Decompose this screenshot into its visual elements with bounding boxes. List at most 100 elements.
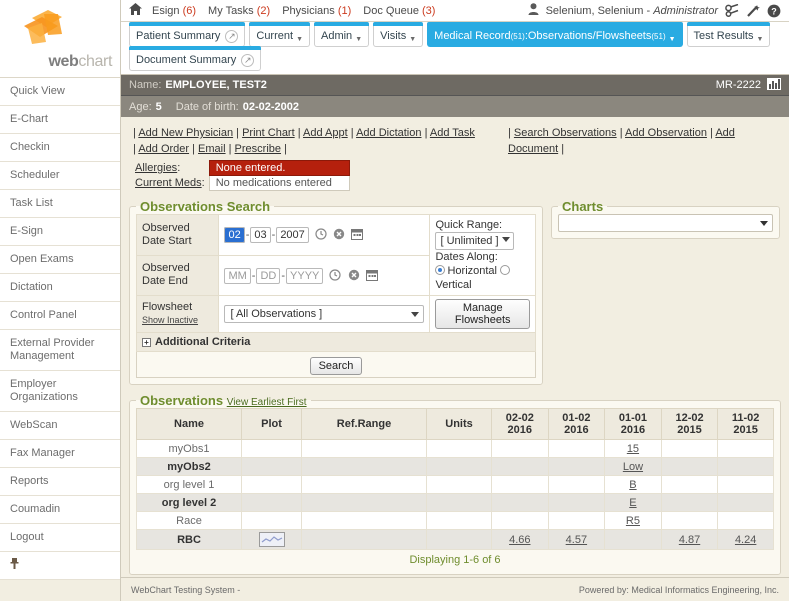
- link-add-observation[interactable]: Add Observation: [625, 127, 707, 139]
- table-row: RBC 4.66 4.57: [136, 529, 774, 550]
- radio-vertical[interactable]: [500, 265, 511, 275]
- row-val-1: [491, 457, 549, 476]
- flowsheet-show-inactive-link[interactable]: Show Inactive: [142, 315, 199, 325]
- start-year-input[interactable]: 2007: [276, 227, 309, 244]
- row-val-4: [660, 457, 719, 476]
- row-val-5[interactable]: 4.24: [717, 529, 774, 550]
- row-val-3[interactable]: B: [604, 475, 662, 494]
- sidebar-item-checkin[interactable]: Checkin: [0, 134, 120, 162]
- allergies-link[interactable]: Allergies: [135, 162, 178, 174]
- sidebar-item-open-exams[interactable]: Open Exams: [0, 246, 120, 274]
- quick-range-select[interactable]: [ Unlimited ]: [435, 232, 514, 250]
- clear-icon[interactable]: [348, 269, 360, 281]
- sidebar-item-task-list[interactable]: Task List: [0, 190, 120, 218]
- obs-value-link[interactable]: Low: [622, 460, 644, 473]
- row-units: [426, 439, 492, 458]
- row-val-1[interactable]: 4.66: [491, 529, 549, 550]
- link-email[interactable]: Email: [198, 143, 226, 155]
- top-link-physicians[interactable]: Physicians (1): [282, 5, 351, 17]
- end-month-input[interactable]: MM: [224, 267, 251, 284]
- link-add-document[interactable]: Add Document: [508, 127, 735, 155]
- obs-value-link[interactable]: 4.57: [565, 533, 588, 546]
- current-meds-link[interactable]: Current Meds: [135, 177, 202, 189]
- tab-patient-summary[interactable]: Patient Summary ↗: [129, 22, 246, 47]
- end-year-input[interactable]: YYYY: [286, 267, 324, 284]
- additional-criteria-label: Additional Criteria: [155, 336, 251, 348]
- popout-icon[interactable]: ↗: [225, 29, 239, 43]
- row-val-3[interactable]: E: [604, 493, 662, 512]
- obs-value-link[interactable]: R5: [625, 514, 640, 527]
- clock-icon[interactable]: [329, 269, 342, 281]
- top-link-esign[interactable]: Esign (6): [152, 5, 196, 17]
- manage-flowsheets-button[interactable]: Manage Flowsheets: [435, 299, 530, 329]
- search-button[interactable]: Search: [309, 357, 363, 375]
- sidebar-item-reports[interactable]: Reports: [0, 468, 120, 496]
- link-print-chart[interactable]: Print Chart: [242, 127, 295, 139]
- expand-plus-icon[interactable]: +: [142, 338, 151, 347]
- row-val-3[interactable]: Low: [604, 457, 662, 476]
- top-link-my-tasks[interactable]: My Tasks (2): [208, 5, 270, 17]
- flowsheet-select[interactable]: [ All Observations ]: [224, 305, 425, 323]
- link-add-new-physician[interactable]: Add New Physician: [138, 127, 234, 139]
- app-logo[interactable]: webchart: [0, 0, 120, 78]
- link-add-dictation[interactable]: Add Dictation: [356, 127, 422, 139]
- sidebar-item-external-provider-management[interactable]: External Provider Management: [0, 330, 120, 371]
- start-day-input[interactable]: 03: [250, 227, 271, 244]
- plot-icon[interactable]: [258, 532, 285, 547]
- tab-admin[interactable]: Admin ▼: [314, 22, 370, 47]
- popout-icon[interactable]: ↗: [241, 53, 255, 67]
- link-prescribe[interactable]: Prescribe: [234, 143, 282, 155]
- tab-document-summary[interactable]: Document Summary ↗: [129, 46, 262, 71]
- obs-value-link[interactable]: 15: [626, 442, 640, 455]
- sidebar-item-webscan[interactable]: WebScan: [0, 412, 120, 440]
- row-val-4[interactable]: 4.87: [660, 529, 719, 550]
- obs-value-link[interactable]: 4.66: [509, 533, 531, 546]
- obs-value-link[interactable]: E: [629, 496, 637, 509]
- sidebar-item-employer-organizations[interactable]: Employer Organizations: [0, 371, 120, 412]
- sidebar-item-control-panel[interactable]: Control Panel: [0, 302, 120, 330]
- help-icon[interactable]: ?: [767, 4, 781, 18]
- obs-value-link[interactable]: B: [629, 478, 637, 491]
- clear-icon[interactable]: [333, 228, 345, 240]
- row-val-3[interactable]: 15: [604, 439, 662, 458]
- patient-mr-number: MR-2222: [715, 79, 761, 91]
- end-day-input[interactable]: DD: [256, 267, 281, 284]
- radio-horizontal[interactable]: [435, 265, 446, 275]
- sidebar-pin-toggle[interactable]: [0, 552, 120, 580]
- bar-chart-icon[interactable]: [767, 77, 781, 93]
- sidebar-item-logout[interactable]: Logout: [0, 524, 120, 552]
- top-link-doc-queue[interactable]: Doc Queue (3): [363, 5, 435, 17]
- link-add-task[interactable]: Add Task: [429, 127, 475, 139]
- calendar-icon[interactable]: [350, 228, 363, 241]
- row-name: myObs1: [136, 439, 242, 458]
- view-earliest-first-link[interactable]: View Earliest First: [226, 397, 307, 408]
- calendar-icon[interactable]: [365, 269, 378, 281]
- tab-test-results[interactable]: Test Results ▼: [686, 22, 771, 47]
- sidebar-item-scheduler[interactable]: Scheduler: [0, 162, 120, 190]
- home-icon[interactable]: [129, 3, 142, 18]
- row-val-2[interactable]: 4.57: [547, 529, 606, 550]
- link-icon[interactable]: [725, 3, 739, 18]
- sidebar-item-fax-manager[interactable]: Fax Manager: [0, 440, 120, 468]
- row-val-4: [660, 511, 719, 530]
- row-val-3[interactable]: R5: [604, 511, 662, 530]
- sidebar-item-e-chart[interactable]: E-Chart: [0, 106, 120, 134]
- additional-criteria-cell[interactable]: + Additional Criteria: [136, 332, 536, 352]
- link-search-observations[interactable]: Search Observations: [513, 127, 617, 139]
- sidebar-item-quick-view[interactable]: Quick View: [0, 78, 120, 106]
- link-add-order[interactable]: Add Order: [138, 143, 190, 155]
- tab-medical-record-observations-flowsheets[interactable]: Medical Record (51) :Observations/Flowsh…: [427, 22, 683, 47]
- charts-select[interactable]: [558, 214, 773, 232]
- clock-icon[interactable]: [315, 228, 327, 240]
- start-month-input[interactable]: 02: [224, 227, 245, 244]
- observed-date-start-label: Observed Date Start: [135, 214, 220, 256]
- wand-icon[interactable]: [746, 4, 760, 18]
- obs-value-link[interactable]: 4.87: [678, 533, 701, 546]
- tab-current[interactable]: Current ▼: [249, 22, 310, 47]
- sidebar-item-coumadin[interactable]: Coumadin: [0, 496, 120, 524]
- obs-value-link[interactable]: 4.24: [734, 533, 757, 546]
- tab-visits[interactable]: Visits ▼: [373, 22, 424, 47]
- sidebar-item-e-sign[interactable]: E-Sign: [0, 218, 120, 246]
- sidebar-item-dictation[interactable]: Dictation: [0, 274, 120, 302]
- link-add-appt[interactable]: Add Appt: [303, 127, 348, 139]
